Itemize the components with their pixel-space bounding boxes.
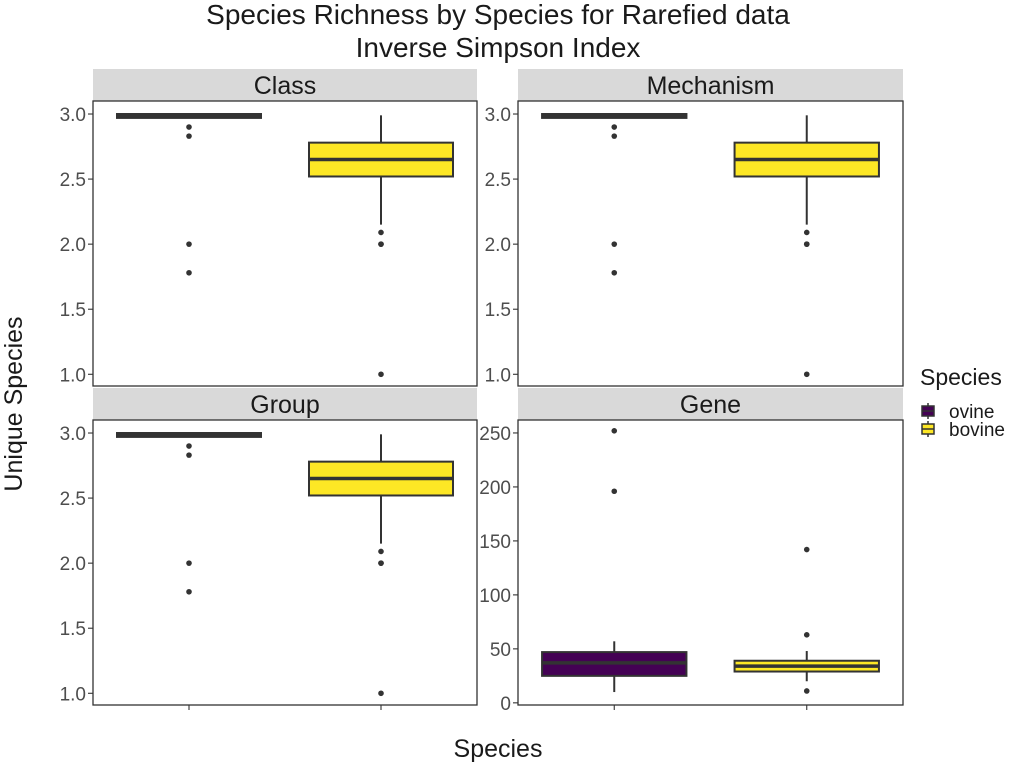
facet-panel-mechanism: Mechanism 1.0 1.5 2.0 2.5 3.0	[485, 69, 904, 387]
y-axis-title: Unique Species	[0, 316, 28, 491]
outlier-point	[803, 546, 810, 553]
y-tick-label: 1.5	[60, 619, 86, 640]
facet-panel-class: Class 1.0 1.5 2.0 2.5 3.0	[60, 69, 478, 387]
outlier-point	[803, 632, 810, 638]
y-tick-label: 100	[479, 586, 511, 607]
box-ovine	[541, 427, 688, 710]
outlier-point	[803, 371, 810, 378]
facet-panel-gene: Gene 0 50 100 150 200 250	[479, 388, 904, 715]
y-tick-label: 3.0	[60, 105, 86, 126]
panel-border	[517, 419, 904, 706]
outlier-point	[378, 548, 384, 555]
outlier-point	[611, 488, 618, 495]
y-tick-label: 0	[500, 694, 511, 715]
outlier-point	[611, 427, 618, 434]
outlier-point	[611, 269, 618, 276]
facet-strip-label: Gene	[680, 391, 741, 419]
outlier-point	[803, 688, 810, 694]
y-tick-label: 3.0	[60, 424, 86, 445]
y-tick-label: 2.5	[485, 170, 511, 191]
outlier-point	[378, 229, 384, 236]
box-ovine	[116, 432, 262, 710]
y-tick-label: 1.5	[485, 300, 511, 321]
panel-border	[92, 419, 478, 706]
y-tick-label: 1.0	[485, 365, 511, 386]
outlier-point	[611, 124, 618, 130]
facet-strip	[93, 388, 477, 420]
box-ovine	[116, 113, 262, 276]
legend-label: bovine	[949, 420, 1005, 441]
chart-title-line1: Species Richness by Species for Rarefied…	[206, 0, 790, 30]
y-tick-label: 2.0	[485, 235, 511, 256]
facet-panels: Class 1.0 1.5 2.0 2.5 3.0 Mechanism 1.0 1.5 2.0 2.…	[60, 69, 904, 715]
panel-border	[92, 100, 478, 387]
facet-strip	[93, 69, 477, 101]
outlier-point	[378, 560, 384, 566]
facet-strip	[518, 69, 903, 101]
x-axis-title: Species	[454, 735, 543, 763]
outlier-point	[186, 443, 192, 449]
outlier-point	[378, 241, 384, 247]
outlier-point	[186, 241, 192, 247]
outlier-point	[186, 133, 192, 139]
facet-strip-label: Group	[250, 391, 319, 419]
y-tick-label: 1.0	[60, 684, 86, 705]
y-tick-label: 3.0	[485, 105, 511, 126]
facet-panel-group: Group 1.0 1.5 2.0 2.5 3.0	[60, 388, 478, 710]
y-tick-label: 250	[479, 424, 511, 445]
y-tick-label: 1.0	[60, 365, 86, 386]
outlier-point	[186, 452, 192, 458]
panel-border	[517, 100, 904, 387]
box-bovine	[308, 115, 454, 378]
y-tick-label: 2.0	[60, 554, 86, 575]
outlier-point	[803, 241, 810, 247]
y-tick-label: 2.5	[60, 489, 86, 510]
box-bovine	[733, 115, 880, 378]
chart-title-line2: Inverse Simpson Index	[356, 32, 641, 63]
legend-item-bovine: bovine	[921, 420, 1005, 441]
facet-strip-label: Class	[254, 72, 317, 100]
y-tick-label: 2.0	[60, 235, 86, 256]
legend-item-ovine: ovine	[921, 402, 994, 423]
outlier-point	[611, 241, 618, 247]
outlier-point	[186, 560, 192, 566]
y-tick-label: 2.5	[60, 170, 86, 191]
outlier-point	[186, 124, 192, 130]
legend-label: ovine	[949, 402, 994, 423]
y-tick-label: 50	[490, 640, 511, 661]
box-bovine	[308, 434, 454, 710]
outlier-point	[186, 269, 192, 276]
facet-strip-label: Mechanism	[647, 72, 775, 100]
facet-strip	[518, 388, 903, 420]
y-tick-label: 1.5	[60, 300, 86, 321]
box-ovine	[541, 113, 688, 276]
y-tick-label: 150	[479, 532, 511, 553]
outlier-point	[378, 371, 384, 378]
box-bovine	[733, 546, 880, 710]
outlier-point	[803, 229, 810, 236]
outlier-point	[186, 588, 192, 595]
outlier-point	[378, 690, 384, 697]
legend-title: Species	[920, 364, 1002, 390]
outlier-point	[611, 133, 618, 139]
y-tick-label: 200	[479, 478, 511, 499]
